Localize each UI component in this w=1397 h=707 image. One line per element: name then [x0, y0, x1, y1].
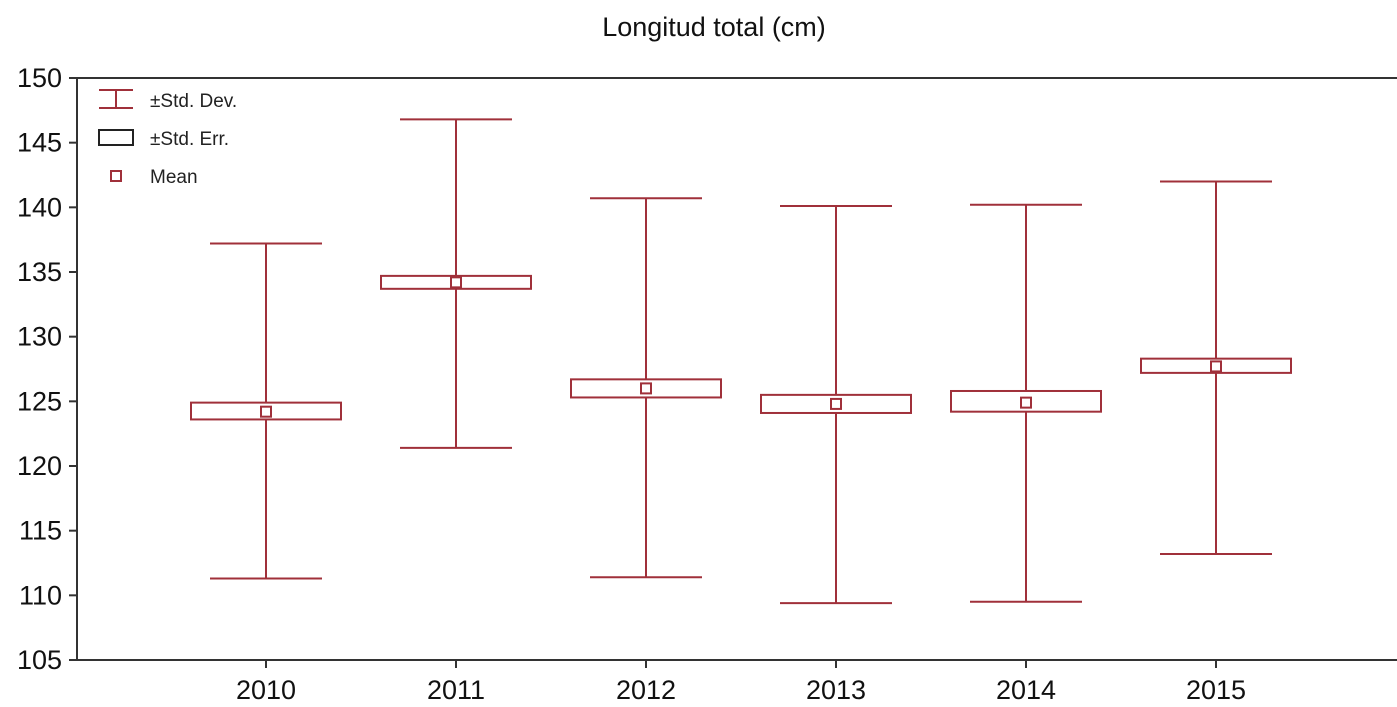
plot-frame: [76, 77, 1397, 661]
legend-std-dev-entry: ±Std. Dev.: [99, 89, 237, 112]
legend: ±Std. Dev. ±Std. Err. Mean: [98, 89, 237, 188]
y-tick-label: 130: [17, 322, 62, 352]
box-group: [380, 118, 532, 449]
mean-marker: [830, 397, 842, 410]
box-group: [950, 203, 1102, 603]
legend-mean-symbol: [110, 170, 122, 182]
x-tick-label: 2011: [427, 675, 485, 705]
x-tick-label: 2010: [236, 675, 296, 705]
x-tick-label: 2014: [996, 675, 1056, 705]
legend-std-err-label: ±Std. Err.: [150, 129, 229, 150]
chart-title: Longitud total (cm): [602, 12, 826, 42]
y-tick-label: 120: [17, 451, 62, 481]
box-group: [190, 242, 342, 580]
x-tick-label: 2015: [1186, 675, 1246, 705]
legend-std-dev-label: ±Std. Dev.: [150, 91, 237, 112]
box-group: [760, 205, 912, 605]
x-tick-label: 2013: [806, 675, 866, 705]
y-axis-ticks: 105 110 115 120 125 130 135 140 145 150: [17, 63, 77, 675]
mean-marker: [640, 382, 652, 395]
mean-marker: [1020, 396, 1032, 409]
y-tick-label: 140: [17, 192, 62, 222]
y-tick-label: 145: [17, 128, 62, 158]
mean-marker: [450, 276, 462, 289]
box-group: [1140, 180, 1292, 555]
x-axis-ticks: 2010 2011 2012 2013 2014 2015: [236, 660, 1246, 705]
y-tick-label: 115: [19, 516, 62, 546]
y-tick-label: 135: [17, 257, 62, 287]
x-tick-label: 2012: [616, 675, 676, 705]
mean-marker: [1210, 360, 1222, 373]
legend-mean-label: Mean: [150, 167, 198, 188]
y-tick-label: 110: [19, 580, 62, 610]
box-group: [570, 197, 722, 579]
legend-std-err-symbol: [98, 129, 134, 146]
y-tick-label: 150: [17, 63, 62, 93]
legend-mean-entry: Mean: [110, 167, 198, 188]
y-tick-label: 105: [17, 645, 62, 675]
y-tick-label: 125: [17, 386, 62, 416]
mean-marker: [260, 405, 272, 418]
legend-std-err-entry: ±Std. Err.: [98, 129, 229, 150]
series-group: [190, 118, 1292, 605]
